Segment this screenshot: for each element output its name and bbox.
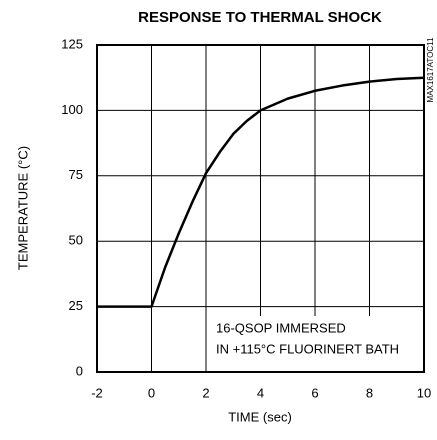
y-tick-label: 100 bbox=[61, 102, 83, 117]
y-tick-label: 75 bbox=[69, 167, 83, 182]
y-tick-label: 125 bbox=[61, 36, 83, 51]
x-tick-label: 4 bbox=[257, 385, 264, 400]
x-tick-label: 2 bbox=[202, 385, 209, 400]
chart-title: RESPONSE TO THERMAL SHOCK bbox=[138, 9, 382, 26]
annotation: 16-QSOP IMMERSED bbox=[216, 320, 346, 335]
x-axis-label: TIME (sec) bbox=[228, 409, 292, 424]
y-axis-label: TEMPERATURE (°C) bbox=[15, 146, 30, 270]
annotation-box bbox=[210, 316, 423, 371]
x-tick-label: 0 bbox=[148, 385, 155, 400]
y-tick-label: 50 bbox=[69, 233, 83, 248]
side-label: MAX1617ATOC11 bbox=[426, 37, 435, 102]
annotation: IN +115°C FLUORINERT BATH bbox=[216, 341, 399, 356]
data-line bbox=[97, 76, 425, 308]
x-tick-label: 6 bbox=[311, 385, 318, 400]
x-tick-label: -2 bbox=[91, 385, 103, 400]
y-tick-label: 25 bbox=[69, 298, 83, 313]
x-tick-label: 8 bbox=[366, 385, 373, 400]
plot-border bbox=[96, 44, 425, 373]
x-tick-label: 10 bbox=[417, 385, 431, 400]
y-tick-label: 0 bbox=[76, 363, 83, 378]
